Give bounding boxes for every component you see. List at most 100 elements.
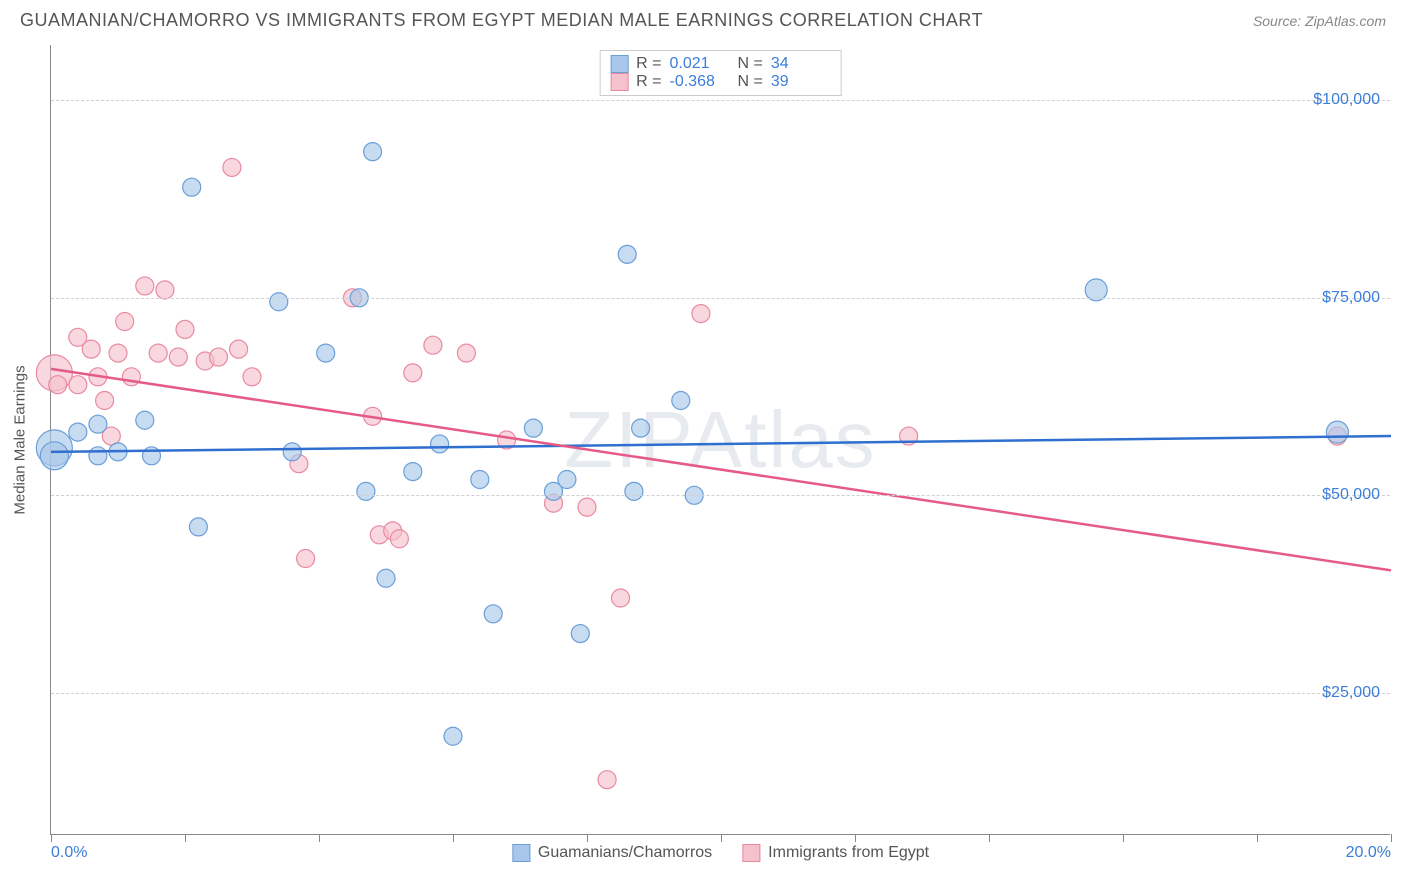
scatter-point	[82, 340, 100, 358]
scatter-point	[96, 392, 114, 410]
scatter-point	[183, 178, 201, 196]
x-tick	[185, 834, 186, 842]
stat-n-value: 39	[771, 73, 831, 91]
stats-row: R = 0.021 N = 34	[610, 55, 831, 73]
scatter-point	[404, 364, 422, 382]
scatter-point	[571, 625, 589, 643]
stat-r-label: R =	[636, 55, 661, 73]
x-tick	[1123, 834, 1124, 842]
trend-line	[51, 436, 1391, 452]
scatter-point	[89, 447, 107, 465]
scatter-point	[618, 245, 636, 263]
x-tick	[1257, 834, 1258, 842]
x-tick	[453, 834, 454, 842]
scatter-point	[89, 415, 107, 433]
x-tick	[1391, 834, 1392, 842]
x-tick	[989, 834, 990, 842]
scatter-point	[223, 158, 241, 176]
gridline	[51, 495, 1390, 496]
chart-title: GUAMANIAN/CHAMORRO VS IMMIGRANTS FROM EG…	[20, 10, 983, 31]
scatter-point	[444, 727, 462, 745]
scatter-point	[1326, 421, 1348, 443]
scatter-point	[69, 376, 87, 394]
scatter-point	[692, 305, 710, 323]
stats-row: R = -0.368 N = 39	[610, 73, 831, 91]
scatter-point	[40, 442, 68, 470]
scatter-point	[471, 471, 489, 489]
scatter-point	[230, 340, 248, 358]
stat-n-value: 34	[771, 55, 831, 73]
scatter-point	[377, 569, 395, 587]
legend-label: Guamanians/Chamorros	[538, 844, 712, 862]
y-tick-label: $25,000	[1322, 684, 1380, 702]
stat-n-label: N =	[738, 73, 763, 91]
scatter-point	[431, 435, 449, 453]
stat-r-value: -0.368	[670, 73, 730, 91]
scatter-point	[297, 550, 315, 568]
y-tick-label: $100,000	[1313, 91, 1380, 109]
x-tick-label: 0.0%	[51, 844, 87, 862]
legend-swatch	[512, 844, 530, 862]
legend-swatch	[742, 844, 760, 862]
scatter-point	[149, 344, 167, 362]
legend-item: Immigrants from Egypt	[742, 844, 929, 862]
scatter-point	[672, 392, 690, 410]
x-tick	[587, 834, 588, 842]
gridline	[51, 100, 1390, 101]
stat-r-label: R =	[636, 73, 661, 91]
bottom-legend: Guamanians/Chamorros Immigrants from Egyp…	[512, 844, 929, 862]
scatter-point	[612, 589, 630, 607]
scatter-point	[210, 348, 228, 366]
scatter-point	[169, 348, 187, 366]
x-tick	[855, 834, 856, 842]
legend-item: Guamanians/Chamorros	[512, 844, 712, 862]
scatter-point	[136, 411, 154, 429]
scatter-point	[270, 293, 288, 311]
trend-line	[51, 369, 1391, 570]
scatter-svg	[51, 45, 1391, 835]
scatter-point	[404, 463, 422, 481]
scatter-point	[69, 423, 87, 441]
scatter-point	[390, 530, 408, 548]
scatter-point	[357, 482, 375, 500]
x-tick	[319, 834, 320, 842]
scatter-point	[558, 471, 576, 489]
y-tick-label: $50,000	[1322, 486, 1380, 504]
scatter-point	[424, 336, 442, 354]
legend-swatch	[610, 55, 628, 73]
scatter-point	[116, 313, 134, 331]
x-tick-label: 20.0%	[1346, 844, 1391, 862]
y-axis-label: Median Male Earnings	[12, 365, 29, 514]
gridline	[51, 693, 1390, 694]
scatter-point	[524, 419, 542, 437]
source-label: Source: ZipAtlas.com	[1253, 13, 1386, 29]
scatter-point	[243, 368, 261, 386]
scatter-point	[578, 498, 596, 516]
scatter-point	[632, 419, 650, 437]
x-tick	[51, 834, 52, 842]
scatter-point	[364, 143, 382, 161]
scatter-point	[317, 344, 335, 362]
scatter-point	[109, 344, 127, 362]
scatter-point	[49, 376, 67, 394]
scatter-point	[136, 277, 154, 295]
scatter-point	[625, 482, 643, 500]
gridline	[51, 298, 1390, 299]
scatter-point	[283, 443, 301, 461]
scatter-point	[189, 518, 207, 536]
legend-label: Immigrants from Egypt	[768, 844, 929, 862]
stat-n-label: N =	[738, 55, 763, 73]
legend-swatch	[610, 73, 628, 91]
scatter-point	[598, 771, 616, 789]
chart-header: GUAMANIAN/CHAMORRO VS IMMIGRANTS FROM EG…	[0, 0, 1406, 36]
y-tick-label: $75,000	[1322, 289, 1380, 307]
plot-area: ZIPAtlas R =0.021N =34R =-0.368N =39 Gua…	[50, 45, 1390, 835]
scatter-point	[457, 344, 475, 362]
plot-container: Median Male Earnings ZIPAtlas R =0.021N …	[50, 45, 1390, 835]
scatter-point	[484, 605, 502, 623]
scatter-point	[156, 281, 174, 299]
stats-box: R = 0.021 N = 34 R = -0.368 N = 39	[599, 50, 842, 96]
stat-r-value: 0.021	[670, 55, 730, 73]
x-tick	[721, 834, 722, 842]
scatter-point	[176, 320, 194, 338]
